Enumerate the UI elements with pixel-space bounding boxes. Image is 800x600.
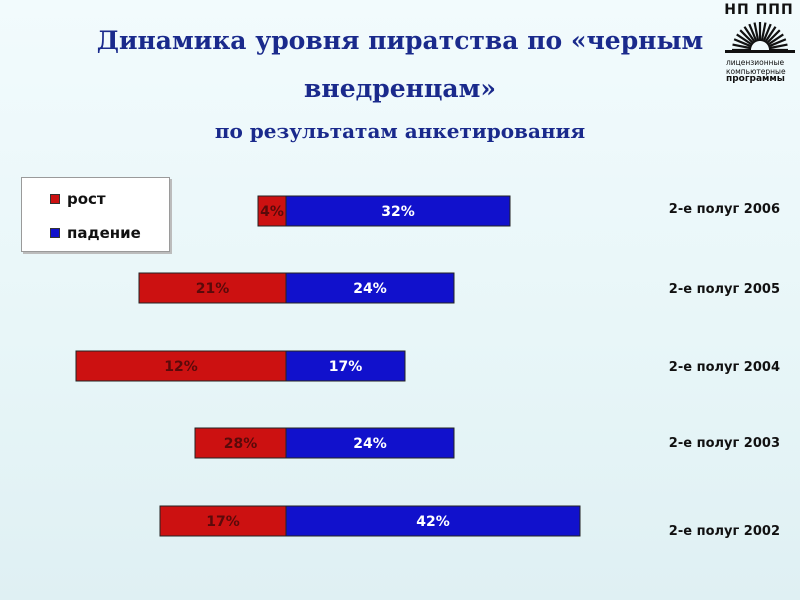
legend-item-growth: рост [50, 190, 106, 208]
bar-label-growth: 4% [260, 204, 284, 220]
organization-logo: НП ППП лицензионные компьютерные програм… [718, 2, 800, 92]
legend-item-decline: падение [50, 224, 141, 242]
bar-decline [285, 505, 581, 537]
chart-title-line-2: внедренцам» [304, 74, 496, 103]
category-label: 2-е полуг 2003 [668, 436, 780, 451]
bar-label-decline: 24% [353, 281, 387, 297]
bar-decline [285, 427, 455, 459]
bar-decline [285, 350, 406, 382]
legend-swatch-decline [50, 228, 60, 238]
bar-label-growth: 12% [164, 359, 198, 375]
legend-swatch-growth [50, 194, 60, 204]
bar-decline [285, 195, 511, 227]
bar-label-decline: 42% [416, 514, 450, 530]
logo-name: НП ППП [724, 2, 794, 18]
legend-label-decline: падение [67, 224, 141, 242]
bar-label-growth: 21% [196, 281, 230, 297]
chart-subtitle: по результатам анкетирования [214, 119, 586, 143]
chart-legend: рост падение [21, 177, 170, 252]
sunrise-emblem-icon [725, 22, 795, 53]
bar-growth [257, 195, 287, 227]
category-label: 2-е полуг 2006 [668, 202, 780, 217]
category-label: 2-е полуг 2005 [668, 282, 780, 297]
bar-label-decline: 17% [329, 359, 363, 375]
logo-line-3: программы [726, 74, 785, 84]
bar-label-decline: 32% [381, 204, 415, 220]
legend-label-growth: рост [67, 190, 106, 208]
bar-label-growth: 17% [206, 514, 240, 530]
chart-title-line-1: Динамика уровня пиратства по «черным [96, 26, 704, 55]
bar-growth [159, 505, 287, 537]
bar-label-decline: 24% [353, 436, 387, 452]
bar-decline [285, 272, 455, 304]
category-label: 2-е полуг 2002 [668, 524, 780, 539]
bar-growth [75, 350, 287, 382]
logo-line-2: компьютерные [726, 67, 786, 76]
bar-growth [194, 427, 287, 459]
bar-label-growth: 28% [224, 436, 258, 452]
category-label: 2-е полуг 2004 [668, 360, 780, 375]
logo-line-1: лицензионные [726, 58, 785, 67]
